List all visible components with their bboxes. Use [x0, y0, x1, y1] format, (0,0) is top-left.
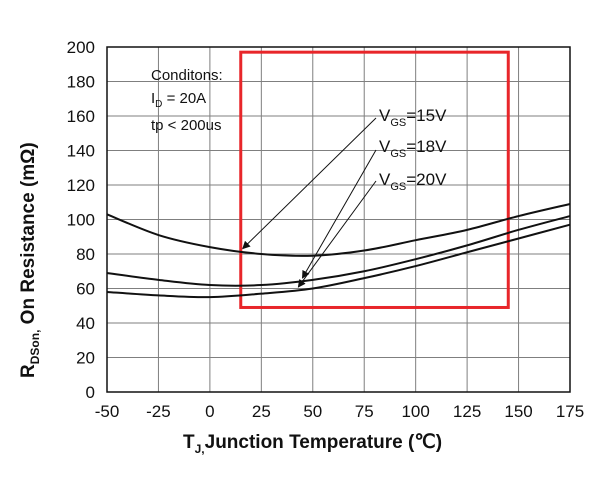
- current-symbol: I: [151, 90, 155, 107]
- x-tick-label: 75: [355, 402, 374, 421]
- x-tick-labels: -50 -25 0 25 50 75 100 125 150 175: [95, 402, 584, 421]
- highlight-box: [239, 50, 510, 309]
- series-label-18v: VGS=18V: [379, 137, 447, 160]
- x-tick-label: -50: [95, 402, 120, 421]
- series-labels: VGS=15V VGS=18V VGS=20V: [379, 106, 447, 193]
- x-tick-label: 125: [453, 402, 481, 421]
- x-tick-label: 175: [556, 402, 584, 421]
- x-tick-label: -25: [146, 402, 171, 421]
- y-tick-label: 180: [67, 73, 95, 92]
- series-annotation-arrow: [301, 149, 377, 279]
- y-tick-label: 0: [86, 383, 95, 402]
- y-axis-title: RDSon, On Resistance (mΩ): [18, 142, 42, 378]
- series-line-vgs-18v: [106, 215, 571, 287]
- y-tick-label: 80: [76, 245, 95, 264]
- series-label-15v: VGS=15V: [379, 106, 447, 129]
- y-tick-label: 140: [67, 142, 95, 161]
- y-tick-label: 120: [67, 176, 95, 195]
- highlight-box-layer: [239, 50, 510, 309]
- conditions-pulse: tp < 200us: [151, 117, 221, 134]
- current-subscript: D: [155, 99, 162, 110]
- annotation-arrows: [242, 117, 377, 288]
- y-tick-label: 60: [76, 280, 95, 299]
- conditions-annotation: Conditons: ID = 20A tp < 200us: [151, 67, 223, 134]
- grid: [107, 47, 570, 392]
- y-tick-label: 40: [76, 314, 95, 333]
- current-value: = 20A: [162, 90, 206, 107]
- series-annotation-arrow: [242, 117, 377, 250]
- y-tick-labels: 0 20 40 60 80 100 120 140 160 180 200: [67, 38, 95, 402]
- y-tick-label: 160: [67, 107, 95, 126]
- series-annotation-arrow: [297, 180, 377, 288]
- series-line-vgs-20v: [106, 223, 571, 299]
- x-tick-label: 25: [252, 402, 271, 421]
- x-tick-label: 150: [504, 402, 532, 421]
- plot-frame: [106, 46, 571, 393]
- conditions-title: Conditons:: [151, 67, 223, 84]
- series-label-20v: VGS=20V: [379, 170, 447, 193]
- series-line-vgs-15v: [106, 203, 571, 257]
- x-tick-label: 0: [205, 402, 214, 421]
- y-tick-label: 20: [76, 349, 95, 368]
- x-axis-title: TJ,Junction Temperature (℃): [183, 432, 442, 456]
- y-tick-label: 200: [67, 38, 95, 57]
- y-tick-label: 100: [67, 211, 95, 230]
- series-layer: [106, 203, 571, 299]
- conditions-current: ID = 20A: [151, 90, 206, 110]
- x-tick-label: 100: [401, 402, 429, 421]
- x-tick-label: 50: [303, 402, 322, 421]
